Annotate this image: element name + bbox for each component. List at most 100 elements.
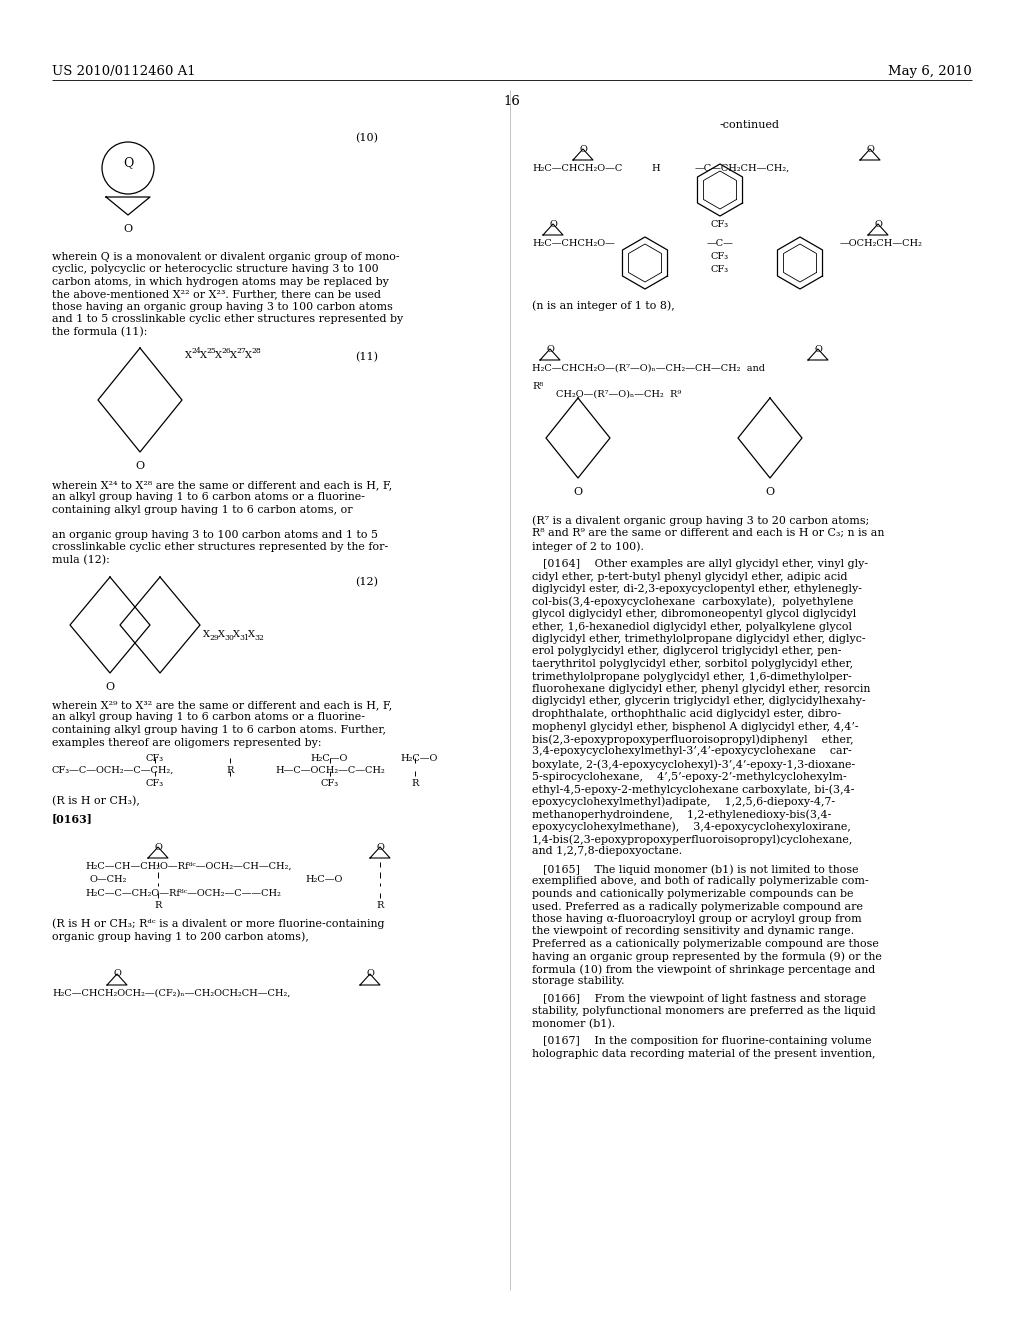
Text: 29: 29 <box>209 634 219 642</box>
Text: the viewpoint of recording sensitivity and dynamic range.: the viewpoint of recording sensitivity a… <box>532 927 854 936</box>
Text: taerythritol polyglycidyl ether, sorbitol polyglycidyl ether,: taerythritol polyglycidyl ether, sorbito… <box>532 659 853 669</box>
Text: CH₂O—(R⁷—O)ₙ—CH₂  R⁹: CH₂O—(R⁷—O)ₙ—CH₂ R⁹ <box>556 389 681 399</box>
Text: exemplified above, and both of radically polymerizable com-: exemplified above, and both of radically… <box>532 876 868 887</box>
Text: O: O <box>866 145 873 154</box>
Text: 25: 25 <box>206 347 216 355</box>
Text: May 6, 2010: May 6, 2010 <box>888 65 972 78</box>
Text: organic group having 1 to 200 carbon atoms),: organic group having 1 to 200 carbon ato… <box>52 931 309 941</box>
Text: O: O <box>814 345 822 354</box>
Text: O: O <box>579 145 587 154</box>
Text: —OCH₂CH—CH₂: —OCH₂CH—CH₂ <box>840 239 923 248</box>
Text: and 1,2,7,8-diepoxyoctane.: and 1,2,7,8-diepoxyoctane. <box>532 846 682 857</box>
Text: O: O <box>874 220 882 228</box>
Text: H₂C—CHCH₂OCH₂—(CF₂)ₙ—CH₂OCH₂CH—CH₂,: H₂C—CHCH₂OCH₂—(CF₂)ₙ—CH₂OCH₂CH—CH₂, <box>52 989 291 998</box>
Text: X: X <box>218 630 225 639</box>
Text: O: O <box>376 843 384 851</box>
Text: diglycidyl ester, di-2,3-epoxycyclopentyl ether, ethylenegly-: diglycidyl ester, di-2,3-epoxycyclopenty… <box>532 583 862 594</box>
Text: 1,4-bis(2,3-epoxypropoxyperfluoroisopropyl)cyclohexane,: 1,4-bis(2,3-epoxypropoxyperfluoroisoprop… <box>532 834 853 845</box>
Text: O: O <box>765 487 774 498</box>
Text: O: O <box>105 682 115 692</box>
Text: 27: 27 <box>236 347 246 355</box>
Text: [0167]  In the composition for fluorine-containing volume: [0167] In the composition for fluorine-c… <box>532 1036 871 1047</box>
Text: 32: 32 <box>254 634 264 642</box>
Text: H₂C—O: H₂C—O <box>310 754 347 763</box>
Text: 5-spirocyclohexane,    4’,5’-epoxy-2’-methylcyclohexylm-: 5-spirocyclohexane, 4’,5’-epoxy-2’-methy… <box>532 771 847 781</box>
Text: X: X <box>203 630 210 639</box>
Text: examples thereof are oligomers represented by:: examples thereof are oligomers represent… <box>52 738 322 747</box>
Text: 31: 31 <box>239 634 249 642</box>
Text: —C—CH₂CH—CH₂,: —C—CH₂CH—CH₂, <box>695 164 791 173</box>
Text: X: X <box>215 351 222 360</box>
Text: boxylate, 2-(3,4-epoxycyclohexyl)-3’,4’-epoxy-1,3-dioxane-: boxylate, 2-(3,4-epoxycyclohexyl)-3’,4’-… <box>532 759 855 770</box>
Text: stability, polyfunctional monomers are preferred as the liquid: stability, polyfunctional monomers are p… <box>532 1006 876 1016</box>
Text: US 2010/0112460 A1: US 2010/0112460 A1 <box>52 65 196 78</box>
Text: glycol diglycidyl ether, dibromoneopentyl glycol diglycidyl: glycol diglycidyl ether, dibromoneopenty… <box>532 609 856 619</box>
Text: an alkyl group having 1 to 6 carbon atoms or a fluorine-: an alkyl group having 1 to 6 carbon atom… <box>52 492 365 503</box>
Text: 26: 26 <box>221 347 230 355</box>
Text: wherein X²⁹ to X³² are the same or different and each is H, F,: wherein X²⁹ to X³² are the same or diffe… <box>52 700 392 710</box>
Text: X: X <box>185 351 193 360</box>
Text: holographic data recording material of the present invention,: holographic data recording material of t… <box>532 1049 876 1059</box>
Text: O: O <box>366 969 374 978</box>
Text: wherein X²⁴ to X²⁸ are the same or different and each is H, F,: wherein X²⁴ to X²⁸ are the same or diffe… <box>52 480 392 490</box>
Text: H₂C—CHCH₂O—(R⁷—O)ₙ—CH₂—CH—CH₂  and: H₂C—CHCH₂O—(R⁷—O)ₙ—CH₂—CH—CH₂ and <box>532 364 765 374</box>
Text: containing alkyl group having 1 to 6 carbon atoms, or: containing alkyl group having 1 to 6 car… <box>52 506 352 515</box>
Text: CF₃: CF₃ <box>711 252 729 261</box>
Text: those having α-fluoroacryloyl group or acryloyl group from: those having α-fluoroacryloyl group or a… <box>532 913 862 924</box>
Text: X: X <box>233 630 240 639</box>
Text: O: O <box>124 224 132 234</box>
Text: drophthalate, orthophthalic acid diglycidyl ester, dibro-: drophthalate, orthophthalic acid diglyci… <box>532 709 841 719</box>
Text: trimethylolpropane polyglycidyl ether, 1,6-dimethylolper-: trimethylolpropane polyglycidyl ether, 1… <box>532 672 852 681</box>
Text: crosslinkable cyclic ether structures represented by the for-: crosslinkable cyclic ether structures re… <box>52 543 388 553</box>
Text: O: O <box>135 461 144 471</box>
Text: formula (10) from the viewpoint of shrinkage percentage and: formula (10) from the viewpoint of shrin… <box>532 964 876 974</box>
Text: ether, 1,6-hexanediol diglycidyl ether, polyalkylene glycol: ether, 1,6-hexanediol diglycidyl ether, … <box>532 622 852 631</box>
Text: an organic group having 3 to 100 carbon atoms and 1 to 5: an organic group having 3 to 100 carbon … <box>52 531 378 540</box>
Text: O: O <box>546 345 554 354</box>
Text: epoxycyclohexylmethane),    3,4-epoxycyclohexyloxirane,: epoxycyclohexylmethane), 3,4-epoxycycloh… <box>532 821 851 832</box>
Text: [0165]  The liquid monomer (b1) is not limited to those: [0165] The liquid monomer (b1) is not li… <box>532 865 859 875</box>
Text: 28: 28 <box>251 347 261 355</box>
Text: R: R <box>376 902 384 909</box>
Text: cidyl ether, p-tert-butyl phenyl glycidyl ether, adipic acid: cidyl ether, p-tert-butyl phenyl glycidy… <box>532 572 848 582</box>
Text: containing alkyl group having 1 to 6 carbon atoms. Further,: containing alkyl group having 1 to 6 car… <box>52 725 386 735</box>
Text: methanoperhydroindene,    1,2-ethylenedioxy-bis(3,4-: methanoperhydroindene, 1,2-ethylenedioxy… <box>532 809 831 820</box>
Text: R: R <box>226 766 233 775</box>
Text: H: H <box>651 164 660 173</box>
Text: O: O <box>573 487 583 498</box>
Text: 3,4-epoxycyclohexylmethyl-3’,4’-epoxycyclohexane    car-: 3,4-epoxycyclohexylmethyl-3’,4’-epoxycyc… <box>532 747 852 756</box>
Text: cyclic, polycyclic or heterocyclic structure having 3 to 100: cyclic, polycyclic or heterocyclic struc… <box>52 264 379 275</box>
Text: CF₃: CF₃ <box>146 754 164 763</box>
Text: CF₃: CF₃ <box>711 265 729 275</box>
Text: (n is an integer of 1 to 8),: (n is an integer of 1 to 8), <box>532 300 675 310</box>
Text: storage stability.: storage stability. <box>532 977 625 986</box>
Text: [0164]  Other examples are allyl glycidyl ether, vinyl gly-: [0164] Other examples are allyl glycidyl… <box>532 558 868 569</box>
Text: R⁸ and R⁹ are the same or different and each is H or C₃; n is an: R⁸ and R⁹ are the same or different and … <box>532 528 885 539</box>
Text: an alkyl group having 1 to 6 carbon atoms or a fluorine-: an alkyl group having 1 to 6 carbon atom… <box>52 713 365 722</box>
Text: H₂C—O: H₂C—O <box>400 754 437 763</box>
Text: R: R <box>155 902 162 909</box>
Text: fluorohexane diglycidyl ether, phenyl glycidyl ether, resorcin: fluorohexane diglycidyl ether, phenyl gl… <box>532 684 870 694</box>
Text: diglycidyl ether, glycerin triglycidyl ether, diglycidylhexahy-: diglycidyl ether, glycerin triglycidyl e… <box>532 697 865 706</box>
Text: erol polyglycidyl ether, diglycerol triglycidyl ether, pen-: erol polyglycidyl ether, diglycerol trig… <box>532 647 842 656</box>
Text: used. Preferred as a radically polymerizable compound are: used. Preferred as a radically polymeriz… <box>532 902 863 912</box>
Text: H₂C—O: H₂C—O <box>305 875 342 884</box>
Text: (10): (10) <box>355 133 378 144</box>
Text: monomer (b1).: monomer (b1). <box>532 1019 615 1030</box>
Text: CF₃: CF₃ <box>146 779 164 788</box>
Text: wherein Q is a monovalent or divalent organic group of mono-: wherein Q is a monovalent or divalent or… <box>52 252 399 261</box>
Text: (R⁷ is a divalent organic group having 3 to 20 carbon atoms;: (R⁷ is a divalent organic group having 3… <box>532 515 869 525</box>
Text: the formula (11):: the formula (11): <box>52 327 147 338</box>
Text: X: X <box>230 351 237 360</box>
Text: Q: Q <box>123 157 133 169</box>
Text: and 1 to 5 crosslinkable cyclic ether structures represented by: and 1 to 5 crosslinkable cyclic ether st… <box>52 314 403 325</box>
Text: H₂C—C—CH₂O—Rfᵈᶜ—OCH₂—C——CH₂: H₂C—C—CH₂O—Rfᵈᶜ—OCH₂—C——CH₂ <box>85 888 281 898</box>
Text: CF₃: CF₃ <box>711 220 729 228</box>
Text: 16: 16 <box>504 95 520 108</box>
Text: bis(2,3-epoxypropoxyperfluoroisopropyl)diphenyl    ether,: bis(2,3-epoxypropoxyperfluoroisopropyl)d… <box>532 734 854 744</box>
Text: H₂C—CHCH₂O—: H₂C—CHCH₂O— <box>532 239 614 248</box>
Text: those having an organic group having 3 to 100 carbon atoms: those having an organic group having 3 t… <box>52 302 393 312</box>
Text: Preferred as a cationically polymerizable compound are those: Preferred as a cationically polymerizabl… <box>532 939 879 949</box>
Text: mula (12):: mula (12): <box>52 554 110 565</box>
Text: (R is H or CH₃),: (R is H or CH₃), <box>52 796 140 807</box>
